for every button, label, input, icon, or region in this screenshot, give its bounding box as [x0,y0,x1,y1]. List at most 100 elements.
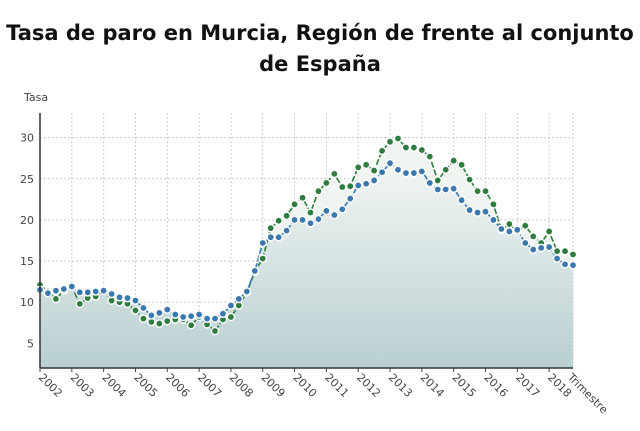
x-tick-label: 2008 [227,371,256,400]
data-point [186,320,196,330]
data-point [162,305,172,314]
data-point [298,215,307,225]
data-point [178,312,188,322]
chart-title: Tasa de paro en Murcia, Región de frente… [6,21,634,76]
y-tick-label: 10 [20,296,34,309]
data-point [425,152,435,161]
data-point [194,310,204,319]
data-point [282,211,291,221]
data-point [536,243,546,253]
data-point [290,215,299,225]
data-point [560,246,570,256]
data-point [314,214,323,224]
data-point [330,210,339,220]
data-point [51,286,61,295]
data-point [505,219,514,229]
data-point [75,288,85,297]
data-point [131,306,140,315]
data-point [361,179,371,189]
y-tick-label: 15 [20,255,34,268]
data-point [131,296,140,305]
data-point [425,178,435,188]
data-point [489,200,498,209]
data-point [377,146,387,156]
x-tick-label: 2015 [450,371,479,400]
data-point [83,288,93,297]
data-point [306,208,315,217]
data-point [170,310,180,319]
data-point [552,254,562,263]
data-point [155,319,164,328]
data-point [433,176,443,185]
x-tick-label: 2006 [163,371,192,400]
data-point [353,181,363,190]
data-point [473,186,482,196]
data-point [433,185,443,194]
data-point [266,223,276,233]
data-point [441,185,451,194]
x-tick-label: 2009 [259,371,288,400]
data-point [99,286,108,295]
data-point [568,260,578,270]
data-point [51,294,61,304]
data-point [568,250,578,259]
data-point [552,246,562,256]
x-tick-label: 2005 [131,371,160,400]
data-point [441,165,451,175]
data-point [258,238,268,248]
data-point [369,176,379,185]
data-point [353,162,363,172]
data-point [210,314,220,323]
data-point [155,308,164,318]
data-point [481,186,490,196]
data-point [67,282,77,291]
data-point [139,314,148,323]
x-tick-label: 2012 [354,371,383,400]
data-point [274,232,283,242]
data-point [560,260,570,269]
data-point [337,204,347,214]
data-point [473,208,482,217]
data-point [449,184,458,193]
data-point [520,221,530,230]
data-point [274,216,283,226]
data-point [505,227,514,236]
data-point [393,165,403,175]
x-tick-label: 2011 [322,371,351,400]
x-tick-label: 2002 [36,371,65,400]
data-point [59,284,69,294]
data-point [465,175,474,184]
data-point [43,288,53,298]
data-point [306,218,315,228]
data-point [465,205,474,215]
data-point [409,143,419,152]
series-area-1 [40,163,573,368]
data-point [401,143,411,152]
data-point [258,254,268,263]
data-point [457,160,466,170]
data-point [266,232,276,242]
data-point [123,293,132,303]
y-tick-label: 5 [27,337,34,350]
data-point [345,194,355,203]
data-point [361,160,371,170]
data-point [322,178,331,188]
data-point [282,226,291,235]
data-point [290,200,299,209]
data-point [202,314,212,323]
data-point [528,232,538,241]
data-point [234,294,244,304]
x-tick-label: 2004 [100,371,129,400]
y-tick-label: 25 [20,173,34,186]
data-point [401,168,411,178]
data-point [385,158,395,168]
y-tick-label: 30 [20,132,34,145]
y-tick-label: 20 [20,214,34,227]
data-point [242,287,252,296]
data-point [91,287,100,296]
data-point [75,299,85,309]
data-point [330,169,339,179]
data-point [409,168,419,178]
data-point [147,311,156,320]
data-point [481,207,490,217]
